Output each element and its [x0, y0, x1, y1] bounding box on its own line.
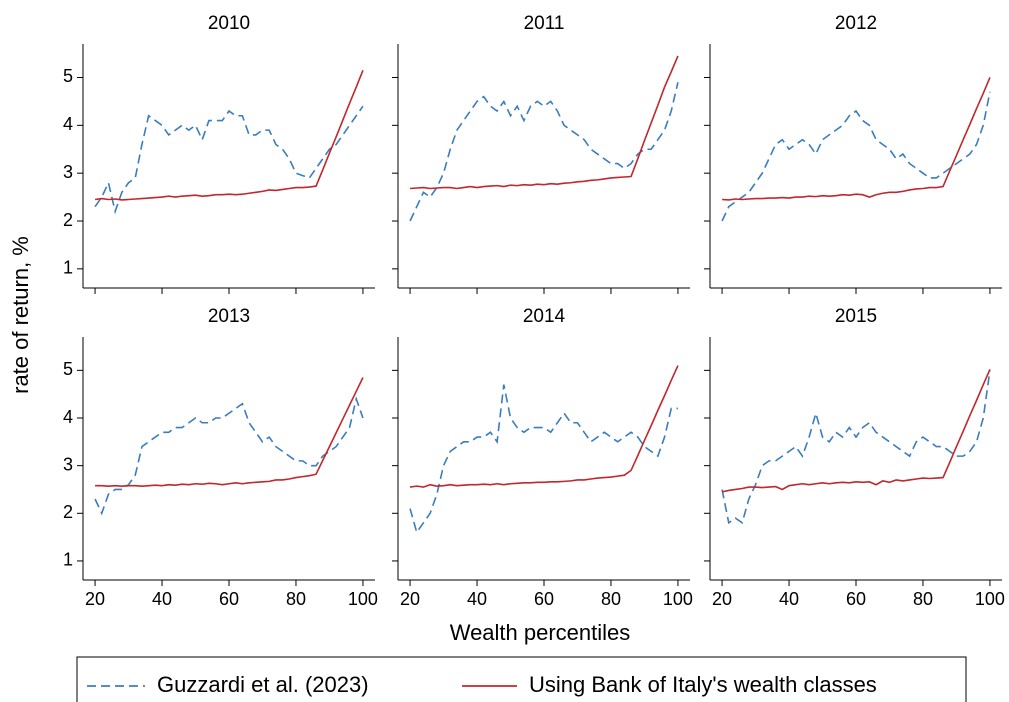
- x-tick-label: 60: [534, 589, 554, 609]
- panel-title: 2010: [208, 13, 250, 34]
- y-tick-label: 2: [63, 210, 73, 230]
- legend-box: [76, 656, 967, 702]
- legend-label: Using Bank of Italy's wealth classes: [529, 672, 877, 697]
- x-tick-label: 40: [779, 589, 799, 609]
- x-axis-label: Wealth percentiles: [450, 620, 631, 645]
- x-tick-label: 80: [601, 589, 621, 609]
- series-line: [721, 369, 991, 493]
- y-axis-label: rate of return, %: [8, 236, 33, 394]
- y-tick-label: 1: [63, 258, 73, 278]
- y-tick-label: 5: [63, 66, 73, 86]
- x-tick-label: 100: [975, 589, 1005, 609]
- y-tick-label: 3: [63, 162, 73, 182]
- x-tick-label: 40: [467, 589, 487, 609]
- x-tick-label: 20: [400, 589, 420, 609]
- series-line: [410, 55, 679, 190]
- panel-title: 2012: [835, 13, 877, 34]
- series-line: [721, 370, 991, 525]
- series-line: [94, 105, 364, 215]
- y-tick-label: 1: [63, 550, 73, 570]
- series-line: [722, 77, 991, 201]
- panel-title: 2013: [208, 306, 250, 327]
- x-tick-label: 40: [152, 589, 172, 609]
- legend-label: Guzzardi et al. (2023): [157, 672, 369, 697]
- x-tick-label: 20: [712, 589, 732, 609]
- x-tick-label: 100: [348, 589, 378, 609]
- panel-title: 2015: [835, 306, 877, 327]
- series-line: [409, 365, 679, 488]
- x-tick-label: 100: [663, 589, 693, 609]
- panel-title: 2011: [524, 13, 565, 34]
- series-line: [409, 384, 678, 535]
- y-tick-label: 5: [63, 359, 73, 379]
- y-tick-label: 4: [63, 407, 73, 427]
- x-tick-label: 60: [846, 589, 866, 609]
- y-tick-label: 4: [63, 114, 73, 134]
- series-line: [721, 91, 991, 222]
- series-line: [95, 377, 364, 487]
- y-tick-label: 3: [63, 454, 73, 474]
- x-tick-label: 20: [85, 589, 105, 609]
- y-tick-label: 2: [63, 502, 73, 522]
- x-tick-label: 80: [913, 589, 933, 609]
- x-tick-label: 60: [219, 589, 239, 609]
- series-line: [94, 70, 364, 201]
- series-line: [409, 82, 679, 222]
- series-line: [94, 396, 364, 516]
- panel-title: 2014: [523, 306, 566, 327]
- x-tick-label: 80: [286, 589, 306, 609]
